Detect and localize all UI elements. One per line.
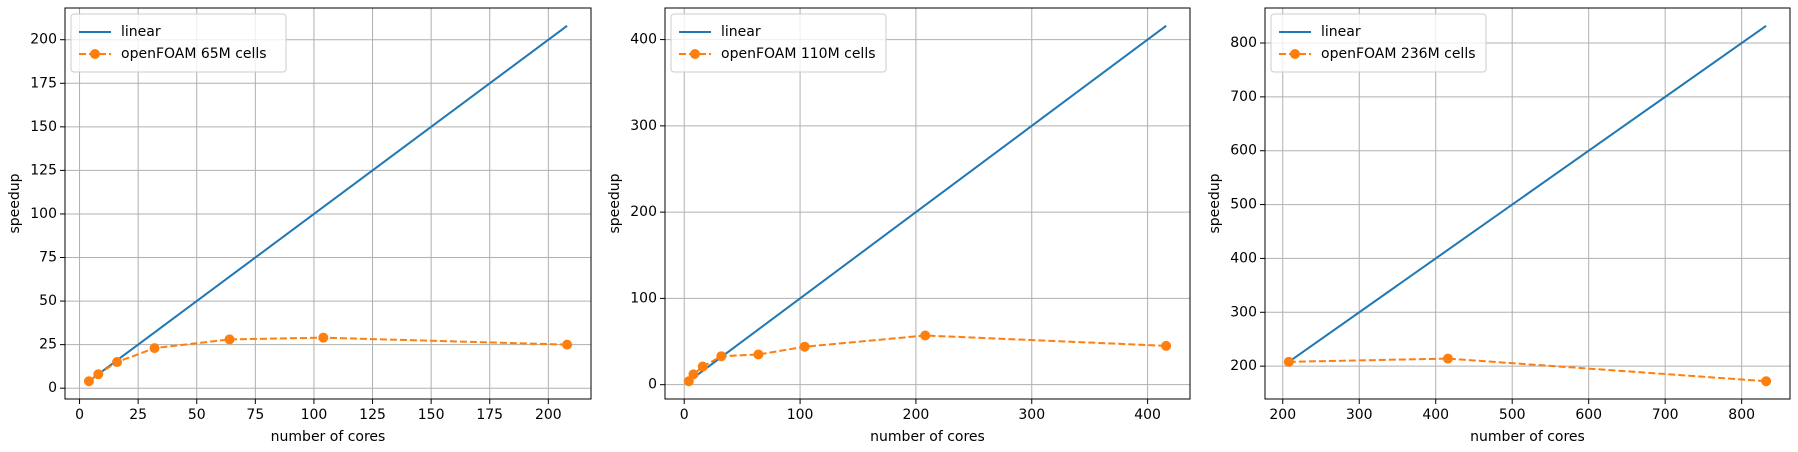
x-tick-label: 300 bbox=[1018, 407, 1045, 423]
marker bbox=[83, 376, 94, 387]
legend-label: linear bbox=[721, 24, 761, 40]
y-tick-label: 300 bbox=[1230, 304, 1257, 320]
y-tick-label: 500 bbox=[1230, 197, 1257, 213]
marker bbox=[697, 361, 708, 372]
x-tick-label: 500 bbox=[1499, 407, 1526, 423]
x-tick-label: 50 bbox=[188, 407, 206, 423]
y-tick-label: 0 bbox=[648, 377, 657, 393]
x-tick-label: 200 bbox=[903, 407, 930, 423]
y-tick-label: 75 bbox=[39, 250, 57, 266]
x-tick-label: 125 bbox=[359, 407, 386, 423]
y-tick-label: 200 bbox=[1230, 358, 1257, 374]
legend-label: openFOAM 110M cells bbox=[721, 46, 876, 62]
marker bbox=[1761, 376, 1772, 387]
x-tick-label: 700 bbox=[1652, 407, 1679, 423]
marker bbox=[799, 341, 810, 352]
y-tick-label: 0 bbox=[48, 380, 57, 396]
legend-marker bbox=[1290, 49, 1300, 59]
series-line bbox=[688, 24, 1167, 383]
y-tick-label: 150 bbox=[30, 119, 57, 135]
legend-label: openFOAM 65M cells bbox=[121, 46, 267, 62]
marker bbox=[112, 357, 123, 368]
marker bbox=[716, 351, 727, 362]
marker bbox=[149, 343, 160, 354]
y-tick-label: 200 bbox=[30, 32, 57, 48]
x-tick-label: 400 bbox=[1134, 407, 1161, 423]
y-tick-label: 100 bbox=[630, 290, 657, 306]
x-tick-label: 0 bbox=[75, 407, 84, 423]
legend-box bbox=[70, 13, 287, 73]
axes-frame bbox=[664, 7, 1191, 400]
x-tick-label: 100 bbox=[301, 407, 328, 423]
marker bbox=[1161, 340, 1172, 351]
x-tick-label: 25 bbox=[129, 407, 147, 423]
series-line bbox=[88, 24, 568, 383]
y-tick-label: 700 bbox=[1230, 89, 1257, 105]
y-tick-label: 800 bbox=[1230, 35, 1257, 51]
marker bbox=[753, 349, 764, 360]
legend-marker bbox=[90, 49, 100, 59]
y-tick-label: 25 bbox=[39, 337, 57, 353]
y-axis-label: speedup bbox=[7, 173, 23, 233]
x-tick-label: 800 bbox=[1728, 407, 1755, 423]
marker bbox=[93, 369, 104, 380]
x-tick-label: 150 bbox=[418, 407, 445, 423]
legend-box bbox=[670, 13, 887, 73]
x-tick-label: 200 bbox=[1269, 407, 1296, 423]
legend-marker bbox=[690, 49, 700, 59]
series-line bbox=[1288, 24, 1767, 363]
series-line bbox=[1288, 357, 1767, 383]
legend-label: linear bbox=[1321, 24, 1361, 40]
marker bbox=[1283, 356, 1294, 367]
y-tick-label: 300 bbox=[630, 118, 657, 134]
x-axis-label: number of cores bbox=[1470, 429, 1585, 445]
y-tick-label: 400 bbox=[630, 32, 657, 48]
y-tick-label: 50 bbox=[39, 293, 57, 309]
x-tick-label: 75 bbox=[246, 407, 264, 423]
y-tick-label: 600 bbox=[1230, 143, 1257, 159]
marker bbox=[688, 369, 699, 380]
y-axis-label: speedup bbox=[1207, 173, 1223, 233]
x-tick-label: 400 bbox=[1422, 407, 1449, 423]
marker bbox=[562, 339, 573, 350]
y-tick-label: 100 bbox=[30, 206, 57, 222]
y-tick-label: 125 bbox=[30, 162, 57, 178]
marker bbox=[920, 330, 931, 341]
x-tick-label: 100 bbox=[787, 407, 814, 423]
y-tick-label: 175 bbox=[30, 75, 57, 91]
y-axis-label: speedup bbox=[607, 173, 623, 233]
legend-box bbox=[1270, 13, 1487, 73]
marker bbox=[224, 334, 235, 345]
axes-frame bbox=[1264, 7, 1791, 400]
x-tick-label: 0 bbox=[680, 407, 689, 423]
x-tick-label: 600 bbox=[1575, 407, 1602, 423]
x-tick-label: 200 bbox=[535, 407, 562, 423]
x-axis-label: number of cores bbox=[870, 429, 985, 445]
x-tick-label: 175 bbox=[476, 407, 503, 423]
x-axis-label: number of cores bbox=[271, 429, 386, 445]
marker bbox=[318, 332, 329, 343]
marker bbox=[1442, 353, 1453, 364]
legend-label: linear bbox=[121, 24, 161, 40]
x-tick-label: 300 bbox=[1346, 407, 1373, 423]
y-tick-label: 400 bbox=[1230, 250, 1257, 266]
y-tick-label: 200 bbox=[630, 204, 657, 220]
legend-label: openFOAM 236M cells bbox=[1321, 46, 1476, 62]
axes-frame bbox=[64, 7, 592, 400]
